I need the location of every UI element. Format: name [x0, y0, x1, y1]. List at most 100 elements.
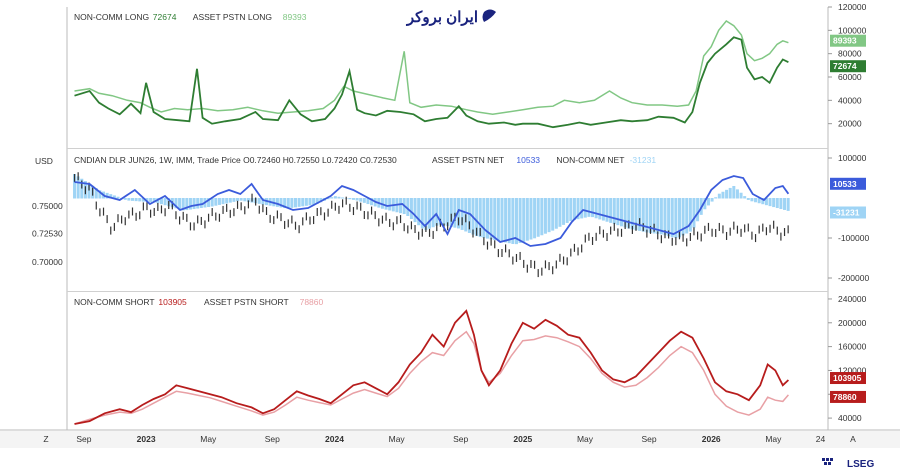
x-axis-tick-label: May	[577, 434, 594, 444]
top-y-axis-label: 80000	[838, 49, 862, 59]
noncomm-net-bar	[565, 198, 569, 223]
noncomm-net-bar	[297, 198, 301, 207]
top-legend-value: 89393	[283, 12, 307, 22]
top-legend-name: NON-COMM LONG	[74, 12, 149, 22]
noncomm-net-bar	[518, 198, 522, 243]
bottom-y-axis-label: 120000	[838, 365, 867, 375]
noncomm-net-bar	[116, 196, 120, 199]
noncomm-net-bar	[362, 198, 366, 203]
x-axis-tick-label: May	[765, 434, 782, 444]
bottom-series-line-noncomm	[74, 309, 790, 425]
noncomm-net-bar	[178, 198, 182, 210]
noncomm-net-bar	[754, 198, 758, 203]
noncomm-net-bar	[569, 198, 573, 222]
noncomm-net-bar	[388, 198, 392, 211]
bottom-tag-noncomm: 103905	[833, 373, 862, 383]
x-axis-band	[0, 431, 900, 448]
noncomm-net-bar	[583, 198, 587, 218]
asset-net-line	[74, 175, 790, 247]
x-axis-tick-label: May	[389, 434, 406, 444]
noncomm-net-bar	[127, 198, 131, 201]
noncomm-net-bar	[764, 198, 768, 206]
noncomm-net-bar	[772, 198, 776, 208]
noncomm-net-bar	[326, 198, 330, 200]
noncomm-net-bar	[511, 198, 515, 244]
noncomm-net-bar	[319, 198, 323, 203]
middle-tag-noncomm-net: -31231	[833, 207, 860, 217]
noncomm-net-bar	[449, 198, 453, 227]
noncomm-net-bar	[351, 198, 355, 200]
middle-legend-value: -31231	[630, 155, 657, 165]
noncomm-net-bar	[783, 198, 787, 210]
x-axis-tick-label: 2026	[702, 434, 721, 444]
top-series-line-noncomm	[74, 36, 789, 129]
noncomm-net-bar	[525, 198, 529, 241]
noncomm-net-bar	[533, 198, 537, 239]
noncomm-net-bar	[261, 198, 265, 205]
noncomm-net-bar	[554, 198, 558, 229]
noncomm-net-bar	[681, 198, 685, 236]
middle-right-axis-label: 100000	[838, 153, 867, 163]
noncomm-net-bar	[145, 198, 149, 202]
noncomm-net-bar	[214, 198, 218, 206]
noncomm-net-bar	[435, 198, 439, 226]
noncomm-net-bar	[496, 198, 500, 241]
middle-left-axis-label: 0.75000	[32, 201, 63, 211]
x-axis-tick-label: 2024	[325, 434, 344, 444]
noncomm-net-bar	[221, 198, 225, 205]
noncomm-net-bar	[152, 198, 156, 203]
middle-tag-asset-net-box	[830, 177, 866, 190]
footer-brand: LSEG	[822, 458, 874, 470]
bottom-y-axis-label: 160000	[838, 342, 867, 352]
noncomm-net-bar	[341, 197, 345, 199]
noncomm-net-bar	[634, 198, 638, 231]
top-tag-asset: 89393	[833, 36, 857, 46]
noncomm-net-bar	[312, 198, 316, 205]
noncomm-net-bar	[562, 198, 566, 225]
noncomm-net-bar	[428, 198, 432, 229]
noncomm-net-bar	[743, 196, 747, 199]
middle-right-axis-label: -200000	[838, 273, 869, 283]
noncomm-net-bar	[239, 198, 243, 201]
noncomm-net-bar	[286, 198, 290, 209]
x-axis-tick-label: 2023	[137, 434, 156, 444]
noncomm-net-bar	[315, 198, 319, 204]
noncomm-net-bar	[775, 198, 779, 209]
legends: NON-COMM LONG 72674 ASSET PSTN LONG 89393 CN…	[74, 12, 656, 307]
noncomm-net-bar	[290, 198, 294, 208]
noncomm-net-bar	[174, 198, 178, 209]
top-legend-name: ASSET PSTN LONG	[193, 12, 272, 22]
noncomm-net-bar	[522, 198, 526, 242]
noncomm-net-bar	[710, 198, 714, 202]
noncomm-net-bar	[670, 198, 674, 238]
noncomm-net-bar	[514, 198, 518, 245]
corner-label-right[interactable]: A	[850, 434, 856, 444]
bottom-tag-noncomm-box	[830, 372, 866, 385]
noncomm-net-bar	[728, 187, 732, 199]
noncomm-net-bar	[330, 197, 334, 199]
bottom-y-axis-label: 40000	[838, 413, 862, 423]
noncomm-net-bar	[467, 198, 471, 233]
corner-label-left[interactable]: Z	[43, 434, 48, 444]
noncomm-net-bar	[547, 198, 551, 233]
noncomm-net-bar	[236, 198, 240, 202]
top-series-line-asset	[74, 20, 789, 116]
noncomm-net-bar	[627, 198, 631, 229]
noncomm-net-bar	[409, 198, 413, 220]
noncomm-net-bar	[703, 198, 707, 210]
noncomm-net-bar	[768, 198, 772, 207]
middle-legend-instrument: CNDIAN DLR JUN26, 1W, IMM, Trade Price O…	[74, 155, 397, 165]
noncomm-net-bar	[580, 198, 584, 219]
x-axis-tick-label: 24	[816, 434, 826, 444]
noncomm-net-bar	[188, 198, 192, 210]
noncomm-net-bar	[446, 198, 450, 227]
lseg-dot-icon	[822, 458, 825, 461]
watermark-icon	[482, 9, 496, 22]
noncomm-net-bar	[304, 198, 308, 206]
middle-legend-name: ASSET PSTN NET	[432, 155, 504, 165]
noncomm-net-bar	[659, 198, 663, 235]
noncomm-net-bar	[109, 194, 113, 199]
noncomm-net-bar	[138, 198, 142, 202]
noncomm-net-bar	[721, 191, 725, 199]
x-axis-tick-label: May	[200, 434, 217, 444]
